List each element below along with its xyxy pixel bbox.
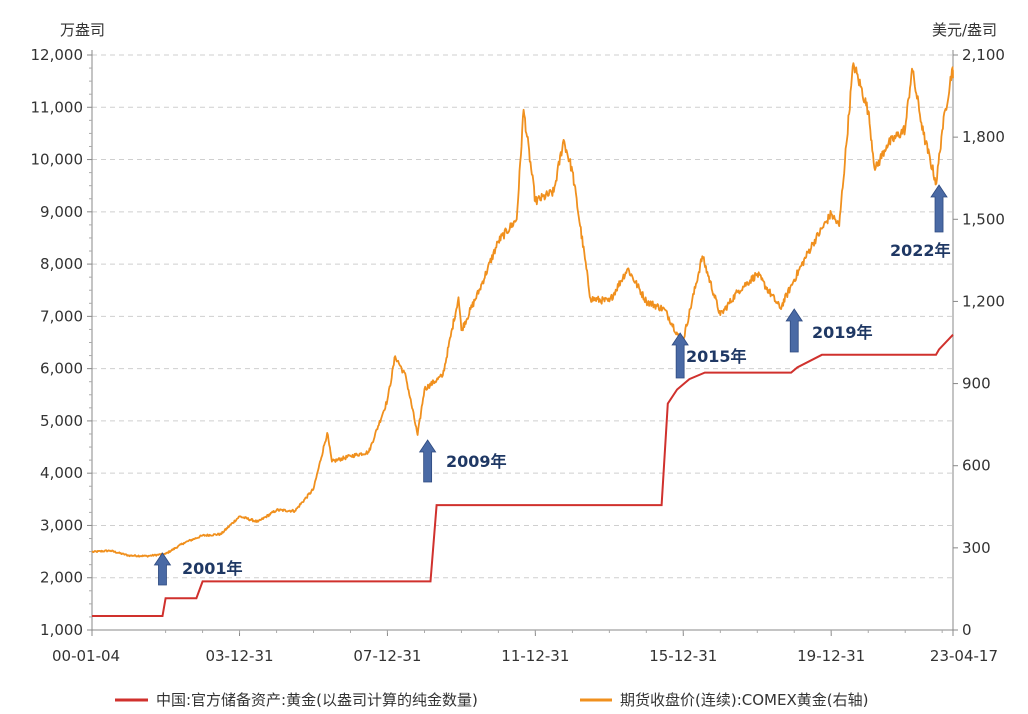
annotations: 2001年 2009年 2015年 2019年 2022年: [153, 184, 951, 586]
annotation-label: 2022年: [890, 241, 951, 260]
legend: 中国:官方储备资产:黄金(以盎司计算的纯金数量) 期货收盘价(连续):COMEX…: [115, 691, 868, 709]
annotation-arrow: [930, 184, 948, 233]
legend-label-reserves: 中国:官方储备资产:黄金(以盎司计算的纯金数量): [156, 691, 478, 709]
x-tick-label: 11-12-31: [501, 647, 569, 665]
right-tick-label: 900: [962, 375, 991, 393]
right-tick-label: 0: [962, 621, 972, 639]
left-tick-label: 1,000: [40, 621, 83, 639]
right-axis-ticks: 0 300 600 900 1,200 1,500 1,800 2,100: [953, 46, 1005, 639]
left-tick-label: 2,000: [40, 569, 83, 587]
series-lines: [91, 62, 954, 617]
left-tick-label: 6,000: [40, 360, 83, 378]
x-tick-label: 07-12-31: [353, 647, 421, 665]
left-tick-label: 11,000: [31, 98, 84, 116]
right-tick-label: 1,200: [962, 292, 1005, 310]
left-tick-label: 3,000: [40, 516, 83, 534]
right-axis-unit: 美元/盎司: [932, 21, 997, 39]
series-line-gold-price: [91, 62, 954, 558]
annotation-label: 2015年: [686, 347, 747, 366]
left-axis-unit: 万盎司: [60, 21, 105, 39]
right-tick-label: 600: [962, 457, 991, 475]
annotation-arrow: [153, 552, 172, 586]
series-line-reserves: [92, 334, 954, 617]
annotation-arrow: [418, 439, 437, 483]
left-tick-label: 7,000: [40, 307, 83, 325]
annotation-arrow: [785, 308, 803, 353]
right-tick-label: 1,500: [962, 210, 1005, 228]
left-tick-label: 4,000: [40, 464, 83, 482]
annotation-label: 2001年: [182, 559, 243, 578]
right-tick-label: 300: [962, 539, 991, 557]
x-tick-label: 19-12-31: [797, 647, 865, 665]
annotation-label: 2019年: [812, 323, 873, 342]
annotation-arrow: [671, 332, 689, 379]
left-tick-label: 5,000: [40, 412, 83, 430]
right-tick-label: 2,100: [962, 46, 1005, 64]
x-tick-label: 23-04-17: [930, 647, 998, 665]
x-tick-label: 00-01-04: [52, 647, 120, 665]
left-tick-label: 8,000: [40, 255, 83, 273]
legend-label-price: 期货收盘价(连续):COMEX黄金(右轴): [620, 691, 868, 709]
left-tick-label: 9,000: [40, 203, 83, 221]
right-tick-label: 1,800: [962, 128, 1005, 146]
x-tick-label: 03-12-31: [205, 647, 273, 665]
x-axis-ticks: 00-01-04 03-12-31 07-12-31 11-12-31 15-12-31…: [52, 630, 998, 665]
x-tick-label: 15-12-31: [649, 647, 717, 665]
annotation-label: 2009年: [446, 452, 507, 471]
left-axis-ticks: 1,000 2,000 3,000 4,000 5,000 6,000 7,000 8,000…: [31, 46, 92, 639]
left-tick-label: 12,000: [31, 46, 84, 64]
left-tick-label: 10,000: [31, 151, 84, 169]
